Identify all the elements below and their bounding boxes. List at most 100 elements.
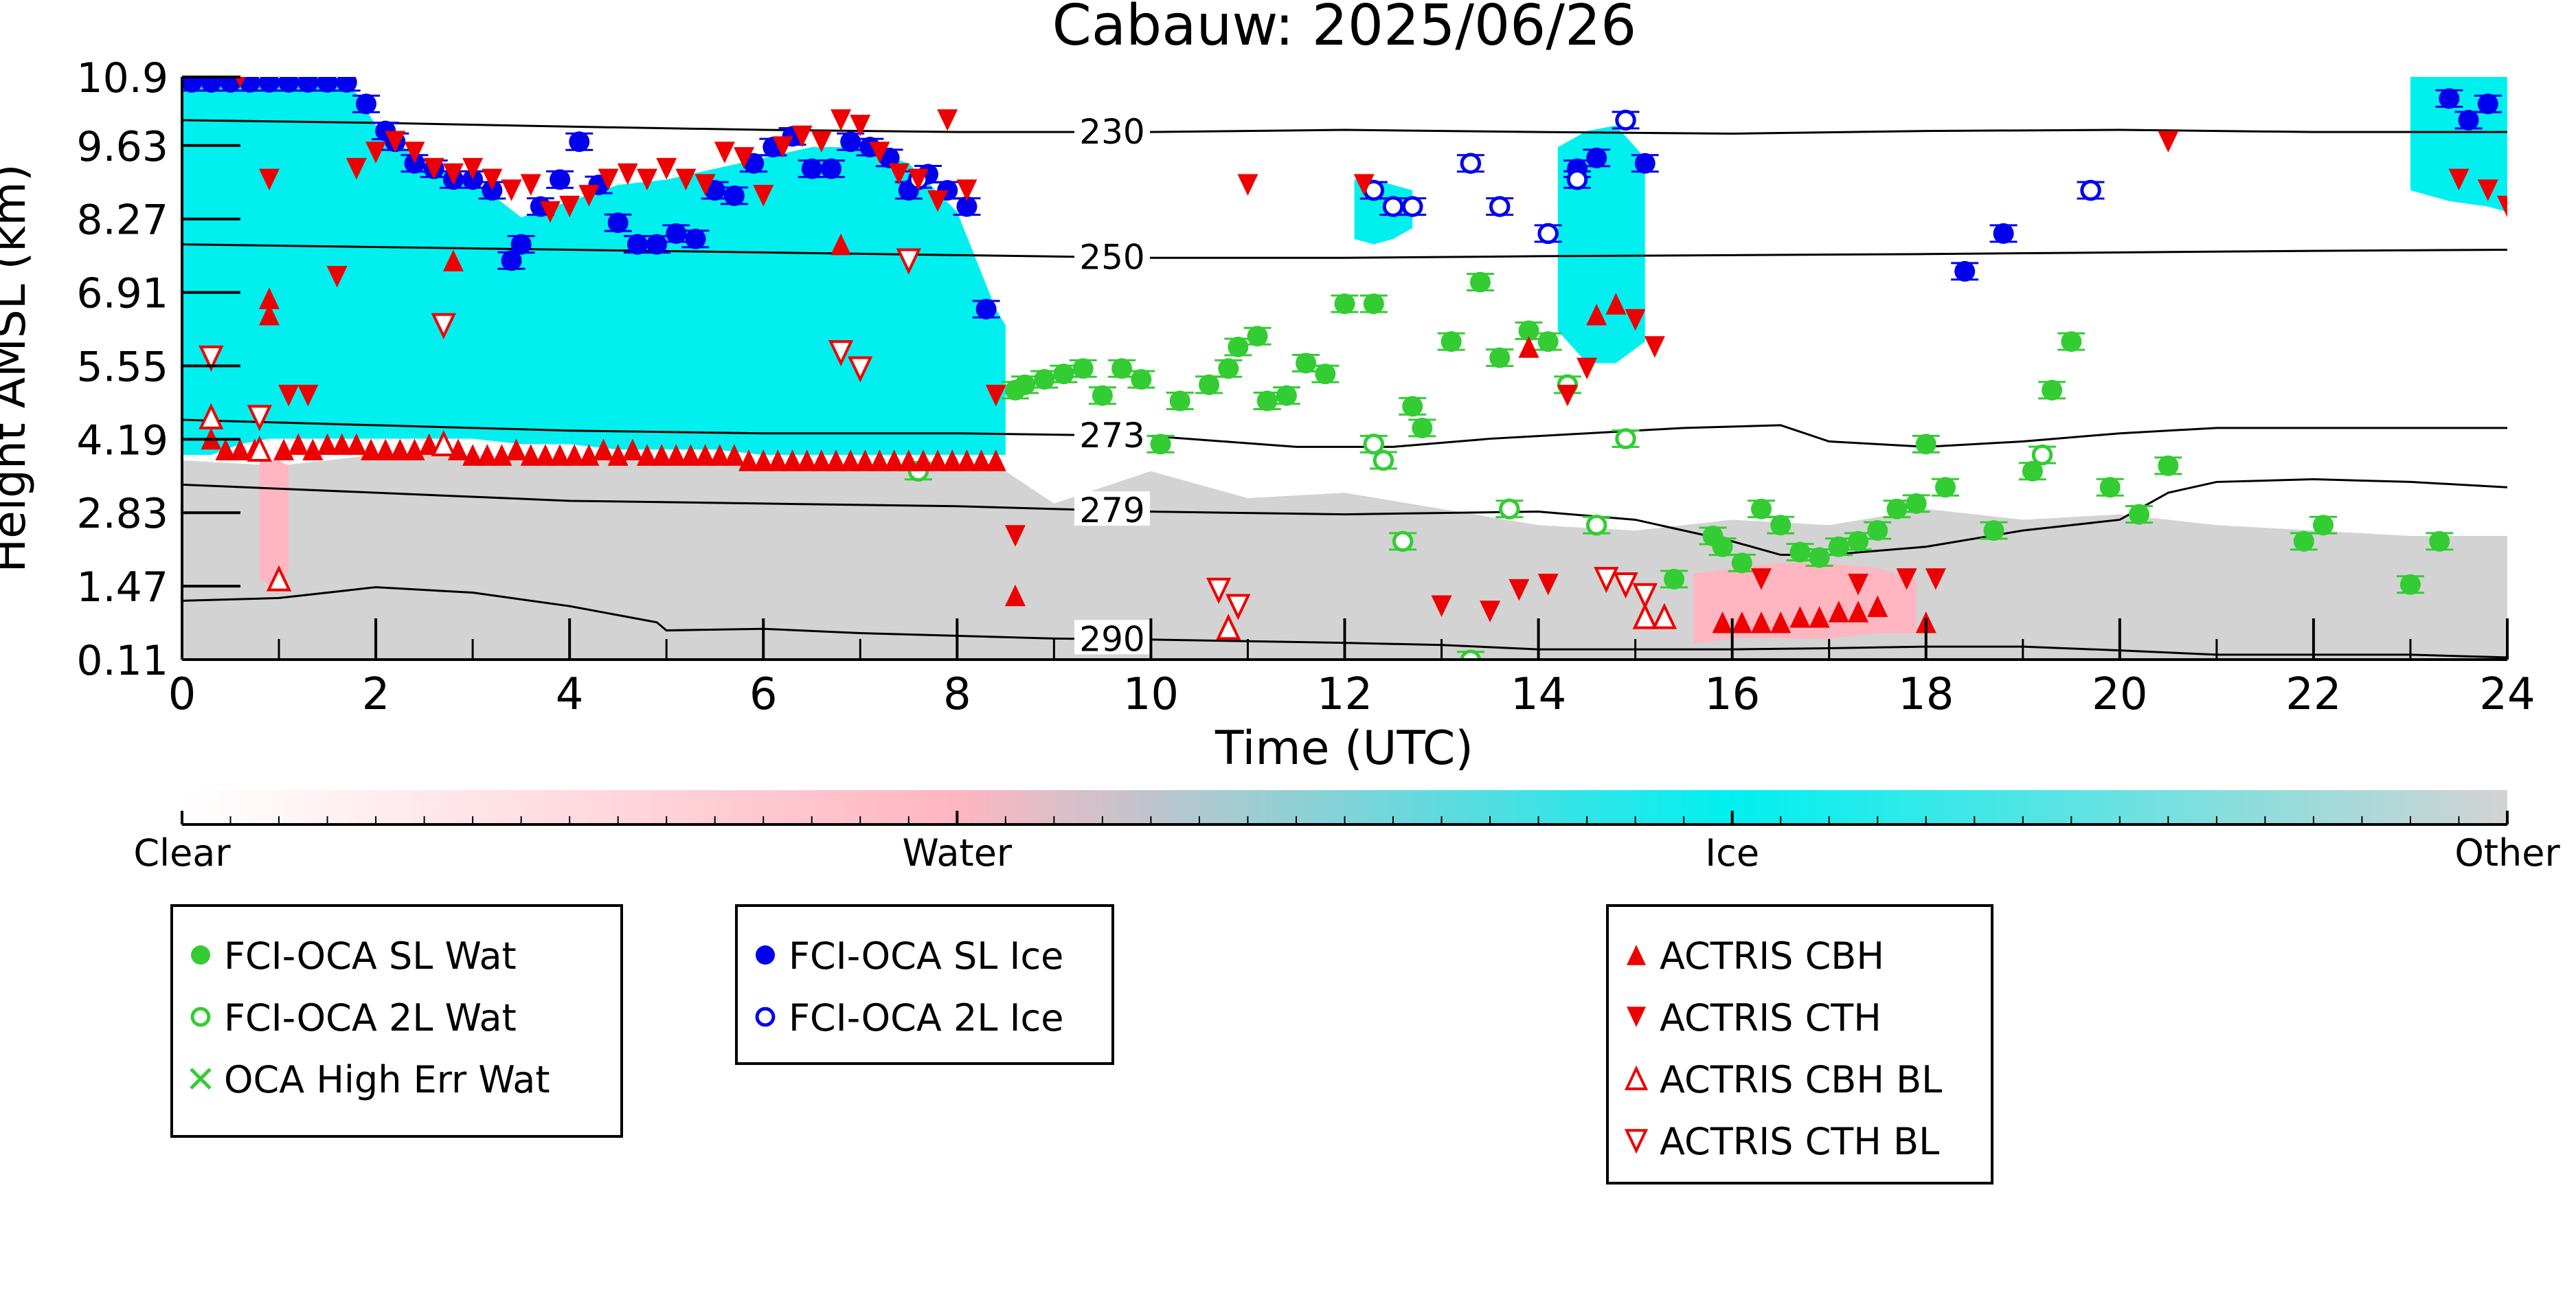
point-fci-oca-sl-wat [1983,520,2004,541]
point-actris-cbh [288,433,309,456]
point-fci-oca-sl-ice [182,77,203,93]
point-fci-oca-sl-wat [1276,385,1297,406]
point-actris-cth [1237,174,1258,196]
point-actris-cth [1925,568,1946,590]
point-actris-cbh [389,438,411,461]
point-actris-cth [346,157,367,180]
legend-box [170,904,623,1138]
isotherm-279 [182,478,2507,557]
point-fci-oca-sl-ice [355,93,376,115]
point-fci-oca-sl-ice [258,77,280,93]
point-fci-oca-sl-ice [666,223,687,244]
point-actris-cth [326,266,348,288]
point-actris-cth [1537,574,1559,596]
point-actris-cbh [442,249,464,271]
point-actris-cth-bl [1613,572,1638,599]
point-fci-oca-sl-ice [317,77,338,93]
point-actris-cth [278,384,300,407]
point-fci-oca-sl-ice [297,77,319,93]
region-water [259,460,289,590]
point-actris-cbh [564,444,585,466]
point-actris-cth [1004,525,1026,547]
point-fci-oca-sl-wat [1363,293,1384,315]
point-actris-cbh [651,444,673,466]
point-actris-cbh [550,444,571,466]
point-fci-oca-sl-wat [1828,536,1849,557]
y-tick-label: 4.19 [76,416,168,464]
point-actris-cbh [1004,584,1026,607]
point-actris-cbh [593,438,614,461]
point-fci-oca-2l-wat [1615,428,1636,449]
point-actris-cbh [796,449,817,471]
point-actris-cth [772,136,793,158]
isotherm-250 [182,243,2507,259]
point-actris-cth-bl [896,248,921,275]
point-actris-cth [1509,579,1530,601]
point-fci-oca-sl-wat [1228,336,1249,357]
y-tick-label: 9.63 [76,123,168,171]
point-fci-oca-2l-ice [1460,153,1482,174]
point-fci-oca-2l-ice [1489,196,1511,217]
point-fci-oca-sl-wat [1934,477,1956,498]
x-tick-label: 14 [1511,669,1566,720]
point-actris-cth [578,185,600,207]
y-axis-label: Height AMSL (km) [0,164,36,573]
point-fci-oca-sl-wat [1315,363,1336,385]
point-actris-cbh [361,438,382,461]
point-fci-oca-sl-wat [1789,541,1811,563]
x-tick-label: 18 [1898,669,1954,720]
legend-box [1606,904,1993,1185]
x-tick-label: 16 [1704,669,1760,720]
point-actris-cth [442,163,464,186]
point-fci-oca-sl-wat [1034,369,1055,390]
point-actris-cth-bl [828,340,854,367]
legend-label: ACTRIS CBH [1660,934,1884,978]
point-actris-cbh [927,449,949,471]
point-actris-cth [753,185,774,207]
point-fci-oca-sl-wat [1731,552,1752,574]
point-fci-oca-sl-wat [1848,530,1869,552]
isotherm-label-bg [1074,238,1150,273]
region-other [182,455,2507,660]
colorbar-label: Other [2454,831,2560,875]
point-actris-cbh [1712,611,1733,633]
point-actris-cbh [869,449,890,471]
point-actris-cbh [462,444,484,466]
point-actris-cbh [694,444,716,466]
point-actris-cbh [331,433,352,456]
point-actris-cth [1625,308,1646,331]
isotherm-label: 290 [1079,619,1144,659]
isotherm-label: 273 [1079,416,1144,456]
point-fci-oca-sl-wat [1537,331,1559,352]
point-fci-oca-sl-ice [975,298,997,319]
point-actris-cth-bl [199,345,224,372]
point-fci-oca-sl-wat [2022,460,2043,482]
legend-label: ACTRIS CTH [1660,996,1882,1040]
y-tick-label: 6.91 [76,270,168,318]
point-actris-cth [869,142,890,164]
point-fci-oca-sl-wat [1296,352,1317,374]
point-actris-cth [598,168,619,191]
point-actris-cbh [637,444,657,466]
point-actris-cth-bl [247,405,273,431]
point-actris-cbh [723,444,745,466]
point-fci-oca-2l-wat [1372,449,1394,471]
point-actris-cbh [1605,293,1627,315]
point-actris-cth [520,174,541,196]
point-actris-cth [2477,179,2498,201]
point-actris-cth [423,157,444,180]
legend-marker [1624,1129,1649,1154]
point-actris-cth-bl [1594,567,1619,594]
point-actris-cth [1896,568,1917,590]
point-actris-cth [559,195,580,218]
point-actris-cbh [346,433,367,456]
point-actris-cth [1848,574,1869,596]
point-actris-cbh [418,433,440,456]
point-actris-cbh [738,449,760,471]
point-fci-oca-sl-ice [1586,147,1607,168]
point-actris-cbh [855,449,876,471]
point-fci-oca-2l-wat [1392,530,1414,552]
x-tick-label: 20 [2092,669,2147,720]
point-actris-cbh [229,438,251,461]
point-fci-oca-sl-ice [840,131,861,153]
